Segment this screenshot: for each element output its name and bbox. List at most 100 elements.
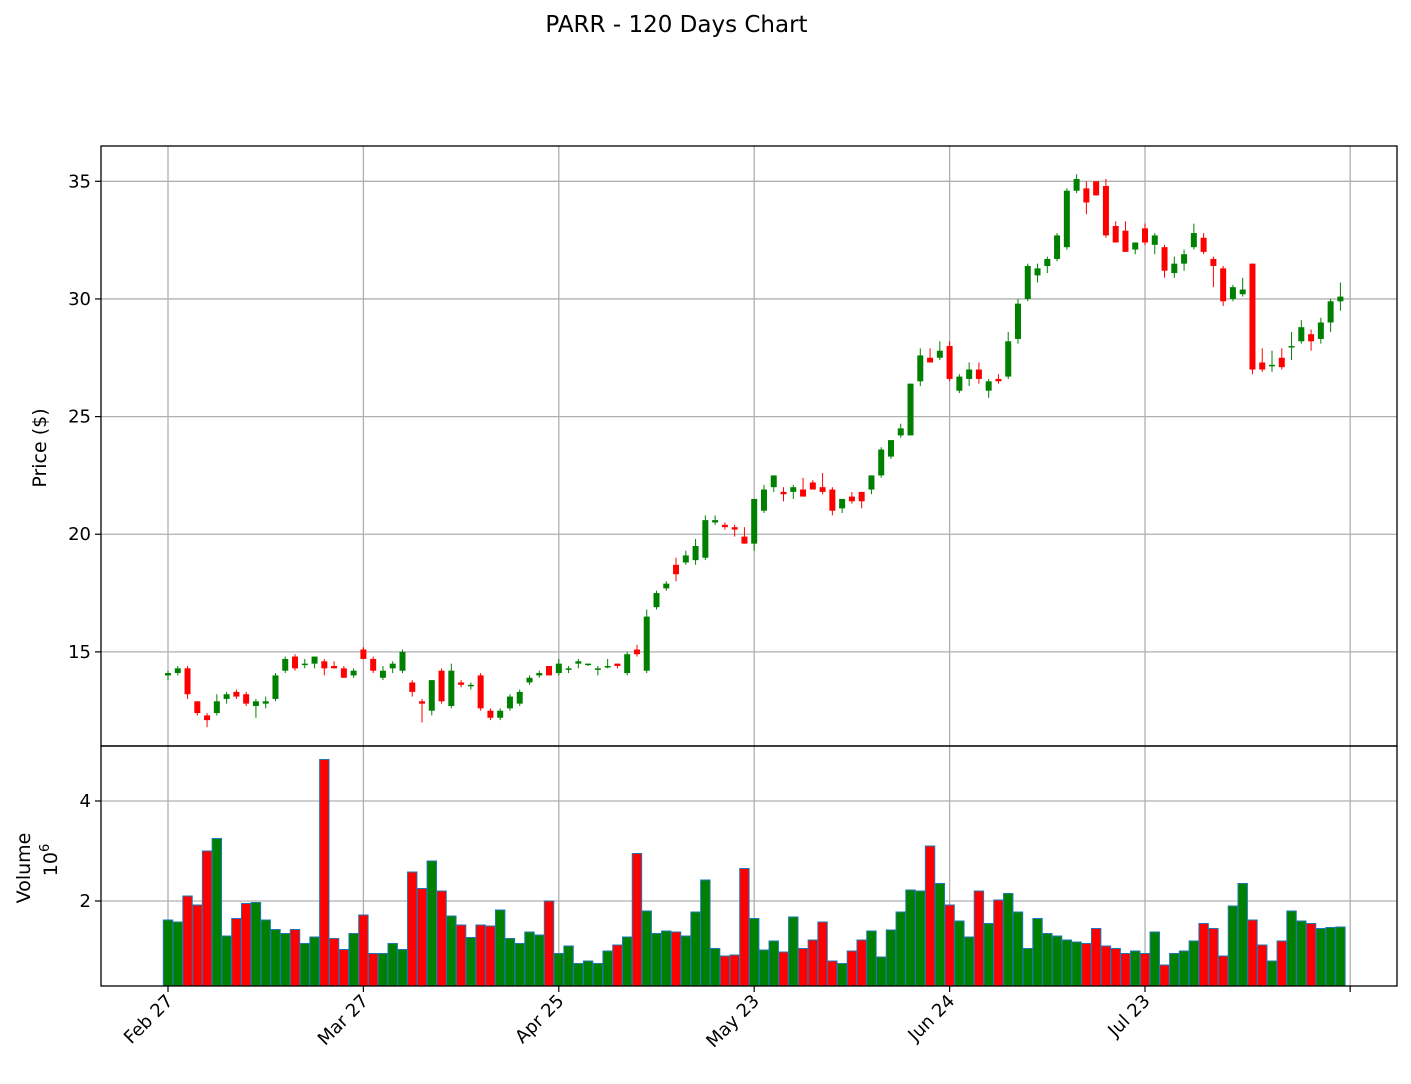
candle-body xyxy=(213,701,220,714)
candle-body xyxy=(653,593,660,608)
candle-body xyxy=(1161,247,1168,271)
candle-body xyxy=(262,701,269,704)
candle-body xyxy=(712,520,719,523)
volume-bar xyxy=(592,963,604,987)
candle-body xyxy=(1239,289,1246,295)
volume-bar xyxy=(1198,923,1209,987)
candle-body xyxy=(848,496,855,502)
candle-body xyxy=(780,491,787,495)
volume-y-ticks: 24 xyxy=(80,791,101,912)
volume-tick-label: 4 xyxy=(80,791,91,812)
candle-body xyxy=(936,350,943,358)
candle-body xyxy=(223,694,230,699)
volume-bar xyxy=(993,899,1004,987)
volume-bar xyxy=(983,923,994,987)
candle-body xyxy=(536,673,543,676)
candle-body xyxy=(1288,346,1295,348)
candle-body xyxy=(927,357,934,363)
candle-body xyxy=(428,680,435,711)
candle-body xyxy=(243,694,250,704)
volume-bar xyxy=(1149,931,1160,987)
candle-body xyxy=(917,355,924,382)
x-tick-label: Mar 27 xyxy=(314,991,373,1050)
candle-body xyxy=(419,701,426,704)
candle-body xyxy=(1190,233,1197,248)
candle-body xyxy=(1112,226,1119,243)
volume-bar xyxy=(397,949,408,987)
volume-bar xyxy=(1022,948,1033,987)
volume-bar xyxy=(377,953,389,987)
volume-bar xyxy=(504,938,516,987)
volume-bar xyxy=(641,910,652,987)
volume-panel-frame xyxy=(100,745,1398,987)
candle-body xyxy=(1269,364,1276,367)
svg-text:106: 106 xyxy=(38,844,62,876)
volume-bar xyxy=(690,911,701,987)
volume-bar xyxy=(172,921,183,987)
candle-body xyxy=(282,658,289,671)
candle-body xyxy=(292,656,299,669)
volume-bar xyxy=(758,949,770,987)
volume-bar xyxy=(1130,950,1141,987)
volume-bar xyxy=(436,890,447,987)
candle-body xyxy=(809,482,816,490)
volume-bar xyxy=(739,868,750,987)
candle-body xyxy=(1024,266,1031,299)
volume-bar xyxy=(231,918,242,987)
price-y-axis-label: Price ($) xyxy=(29,408,51,487)
candle-body xyxy=(497,710,504,718)
candle-body xyxy=(546,666,553,676)
volume-bar xyxy=(280,933,291,987)
volume-bar xyxy=(1012,911,1024,987)
price-gridlines xyxy=(101,146,1397,746)
candle-body xyxy=(487,710,494,718)
candle-body xyxy=(721,524,728,528)
candle-body xyxy=(1337,296,1344,302)
volume-bar xyxy=(915,890,926,987)
volume-bar xyxy=(367,953,379,987)
candle-body xyxy=(1122,230,1129,252)
candle-body xyxy=(995,378,1002,382)
candle-body xyxy=(692,546,699,561)
volume-bar xyxy=(1188,940,1200,987)
volume-bar xyxy=(494,909,506,987)
volume-gridlines xyxy=(101,746,1397,986)
volume-bar xyxy=(358,914,369,987)
volume-bar xyxy=(954,920,965,987)
volume-bar xyxy=(416,888,428,987)
volume-bar xyxy=(651,933,662,987)
candle-body xyxy=(1220,268,1227,302)
volume-bar xyxy=(309,936,320,987)
candle-body xyxy=(1102,186,1109,236)
volume-bar xyxy=(895,911,906,987)
volume-bar xyxy=(1061,939,1073,987)
volume-bar xyxy=(260,919,271,987)
price-tick-label: 15 xyxy=(68,642,91,663)
candle-body xyxy=(868,475,875,490)
volume-bar xyxy=(749,918,760,987)
candle-body xyxy=(1005,341,1012,377)
volume-bar xyxy=(631,853,643,987)
volume-bar xyxy=(700,879,711,987)
candle-body xyxy=(858,491,865,502)
candle-body xyxy=(1132,242,1139,250)
candle-body xyxy=(790,487,797,492)
candle-body xyxy=(526,677,533,683)
candle-body xyxy=(1054,235,1061,259)
candle-body xyxy=(1073,178,1080,191)
volume-bar xyxy=(729,954,740,987)
volume-bar xyxy=(543,900,555,987)
price-tick-label: 25 xyxy=(68,407,91,428)
candle-body xyxy=(1308,334,1315,342)
candle-body xyxy=(1181,254,1188,264)
candle-body xyxy=(1259,362,1266,370)
volume-bar xyxy=(1217,955,1229,987)
volume-bar xyxy=(612,944,623,987)
volume-bar xyxy=(1305,923,1317,987)
volume-bar xyxy=(1178,950,1190,987)
volume-bar xyxy=(1169,953,1180,987)
volume-bar xyxy=(240,903,252,987)
volume-bar xyxy=(270,929,281,987)
volume-bar xyxy=(924,845,936,987)
volume-scale-label: 106 xyxy=(38,844,62,876)
